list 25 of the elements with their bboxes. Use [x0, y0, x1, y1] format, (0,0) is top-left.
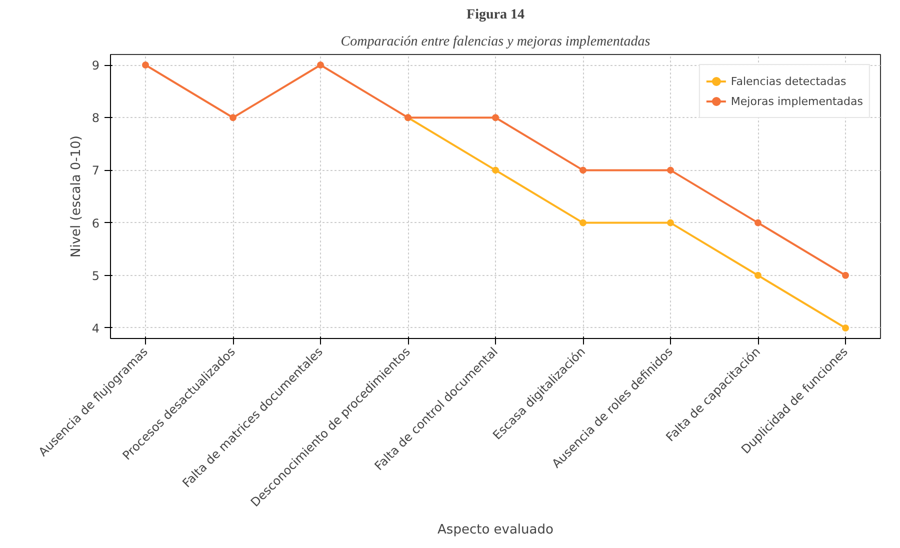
point [492, 114, 499, 122]
y-tick-label: 6 [92, 216, 100, 230]
y-tick-label: 5 [92, 268, 100, 283]
y-tick-label: 4 [92, 321, 100, 336]
point [317, 62, 324, 69]
y-tick-label: 8 [92, 111, 100, 126]
point [842, 272, 849, 279]
point [142, 62, 149, 69]
point [667, 219, 674, 226]
point [667, 166, 674, 174]
point [580, 219, 586, 226]
chart-title: Figura 14 [466, 8, 524, 22]
legend-label: Mejoras implementadas [730, 94, 863, 108]
point [754, 219, 762, 226]
y-tick-label: 7 [92, 164, 100, 178]
point [754, 272, 762, 279]
point [580, 166, 586, 174]
y-tick-label: 9 [92, 58, 100, 73]
y-axis-title: Nivel (escala 0-10) [68, 135, 84, 258]
point [492, 166, 499, 174]
x-axis-title: Aspecto evaluado [438, 522, 554, 538]
point [842, 324, 849, 332]
legend-label: Falencias detectadas [730, 74, 846, 88]
chart-subtitle: Comparación entre falencias y mejoras implementadas [340, 34, 651, 50]
point [230, 114, 236, 122]
